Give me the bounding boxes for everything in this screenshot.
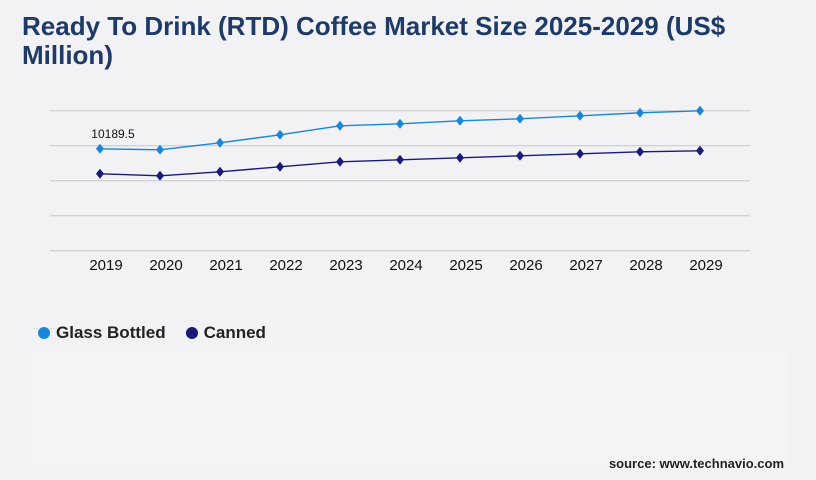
data-point bbox=[156, 170, 164, 181]
data-point bbox=[576, 148, 584, 159]
data-point bbox=[216, 137, 224, 148]
data-label: 10189.5 bbox=[91, 127, 135, 141]
data-point bbox=[276, 161, 284, 172]
x-tick-label: 2020 bbox=[149, 257, 182, 274]
data-point bbox=[96, 168, 104, 179]
x-tick-label: 2026 bbox=[509, 257, 542, 274]
x-tick-label: 2023 bbox=[329, 257, 362, 274]
legend-marker-icon bbox=[38, 327, 50, 339]
data-point bbox=[516, 113, 524, 124]
legend-label: Canned bbox=[203, 323, 266, 342]
data-point bbox=[696, 105, 704, 116]
data-point bbox=[336, 120, 344, 131]
series-line-glass-bottled bbox=[99, 110, 701, 151]
x-tick-label: 2024 bbox=[389, 257, 422, 274]
legend-item-glass-bottled[interactable]: Glass Bottled bbox=[38, 323, 166, 343]
data-point bbox=[456, 115, 464, 126]
data-point bbox=[636, 146, 644, 157]
data-point bbox=[336, 156, 344, 167]
data-point bbox=[216, 166, 224, 177]
chart-title: Ready To Drink (RTD) Coffee Market Size … bbox=[22, 11, 726, 70]
data-point bbox=[696, 145, 704, 156]
x-tick-label: 2021 bbox=[209, 257, 242, 274]
x-tick-label: 2025 bbox=[449, 257, 482, 274]
data-point bbox=[396, 118, 404, 129]
legend-panel bbox=[32, 350, 790, 470]
data-point bbox=[396, 154, 404, 165]
x-tick-label: 2027 bbox=[569, 257, 602, 274]
legend-label: Glass Bottled bbox=[56, 323, 166, 342]
source-text: source: www.technavio.com bbox=[608, 456, 784, 471]
data-point bbox=[156, 144, 164, 155]
legend-marker-icon bbox=[185, 327, 198, 339]
data-point bbox=[576, 110, 584, 121]
x-tick-label: 2019 bbox=[89, 257, 122, 274]
data-point bbox=[276, 129, 284, 140]
x-tick-label: 2028 bbox=[629, 257, 662, 274]
x-tick-label: 2022 bbox=[269, 257, 302, 274]
legend: Glass Bottled Canned bbox=[38, 323, 266, 343]
legend-item-canned[interactable]: Canned bbox=[185, 323, 266, 343]
data-point bbox=[96, 143, 104, 154]
data-point bbox=[516, 150, 524, 161]
data-point bbox=[636, 107, 644, 118]
data-point bbox=[456, 152, 464, 163]
x-tick-label: 2029 bbox=[689, 257, 722, 274]
